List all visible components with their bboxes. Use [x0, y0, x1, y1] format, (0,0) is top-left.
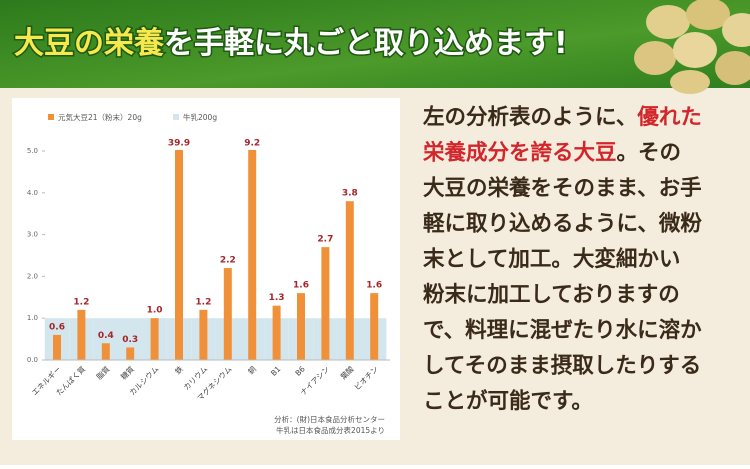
value-label: 1.6 [366, 281, 382, 291]
value-label: 9.2 [244, 139, 260, 149]
line-start: 栄養成分を誇る大豆。その [422, 140, 681, 166]
bar [272, 305, 281, 360]
value-label: 1.0 [147, 306, 163, 316]
body-text: で、料理に混ぜたり水に溶か [423, 317, 702, 343]
legend-swatch [48, 114, 54, 120]
bar [345, 201, 354, 360]
bar [77, 309, 86, 360]
line-start: ことが可能です。 [423, 388, 593, 414]
y-tick-label: 5.0 [27, 147, 38, 155]
legend-label: 牛乳200g [183, 112, 217, 122]
value-label: 1.3 [269, 293, 285, 303]
legend-label: 元気大豆21（粉末）20g [58, 112, 142, 122]
value-label: 3.8 [342, 189, 358, 199]
highlight-text: 栄養成分を誇る大豆 [422, 140, 617, 166]
title-rest: を手軽に丸ごと取り込めます! [164, 26, 568, 61]
legend-swatch [173, 114, 179, 120]
highlight-text: 優れた [636, 105, 702, 130]
line-start: 大豆の栄養をそのまま、お手 [423, 175, 702, 201]
bar [126, 347, 135, 360]
bar [101, 343, 110, 360]
line-start: してそのまま摂取したりする [423, 353, 701, 379]
body-text: 。その [617, 141, 682, 166]
banner [0, 0, 750, 88]
value-label: 1.6 [293, 281, 309, 291]
bar [199, 309, 208, 360]
bar [150, 318, 159, 360]
line-start: 左の分析表のように、優れた [423, 104, 702, 130]
y-tick-label: 4.0 [27, 189, 38, 197]
value-label: 2.2 [220, 256, 236, 266]
body-text: してそのまま摂取したりする [423, 353, 701, 379]
body-text: ことが可能です。 [423, 388, 593, 414]
bar [53, 334, 61, 360]
title-highlight: 大豆の栄養 [14, 26, 164, 61]
soybeans [634, 0, 750, 94]
chart-panel [12, 98, 400, 440]
bar [321, 247, 330, 360]
bar [297, 293, 305, 360]
body-text: 末として加工。大変細かい [423, 246, 680, 272]
body-text: 粉末に加工しておりますの [423, 283, 680, 308]
body-text: 大豆の栄養をそのまま、お手 [423, 175, 702, 201]
value-label: 0.6 [49, 322, 65, 332]
line-start: 粉末に加工しておりますの [423, 283, 680, 308]
plot [44, 150, 387, 360]
bar [370, 293, 379, 360]
body-text: 左の分析表のように、 [423, 104, 637, 130]
bar [248, 150, 257, 360]
value-label: 0.4 [98, 331, 114, 341]
bar [223, 268, 232, 360]
y-tick-label: 2.0 [27, 272, 38, 280]
value-label: 39.9 [168, 139, 190, 149]
line-start: で、料理に混ぜたり水に溶か [423, 317, 702, 343]
value-label: 0.3 [122, 335, 138, 345]
line-start: 末として加工。大変細かい [423, 246, 680, 272]
note: 牛乳は日本食品成分表2015より [276, 425, 385, 435]
y-tick-label: 3.0 [27, 231, 38, 239]
note: 分析：(財)日本食品分析センター [274, 414, 385, 424]
value-label: 2.7 [317, 235, 333, 245]
y-tick-label: 0.0 [27, 356, 38, 364]
value-label: 1.2 [195, 297, 211, 307]
y-tick-label: 1.0 [27, 314, 38, 322]
value-label: 1.2 [73, 297, 89, 307]
title: 大豆の栄養を手軽に丸ごと取り込めます! [14, 26, 568, 61]
body-text: 軽に取り込めるように、微粉 [423, 211, 702, 237]
line-start: 軽に取り込めるように、微粉 [423, 211, 702, 237]
description: 左の分析表のように、優れた栄養成分を誇る大豆。その大豆の栄養をそのまま、お手軽に… [422, 104, 702, 414]
bar [175, 150, 183, 360]
